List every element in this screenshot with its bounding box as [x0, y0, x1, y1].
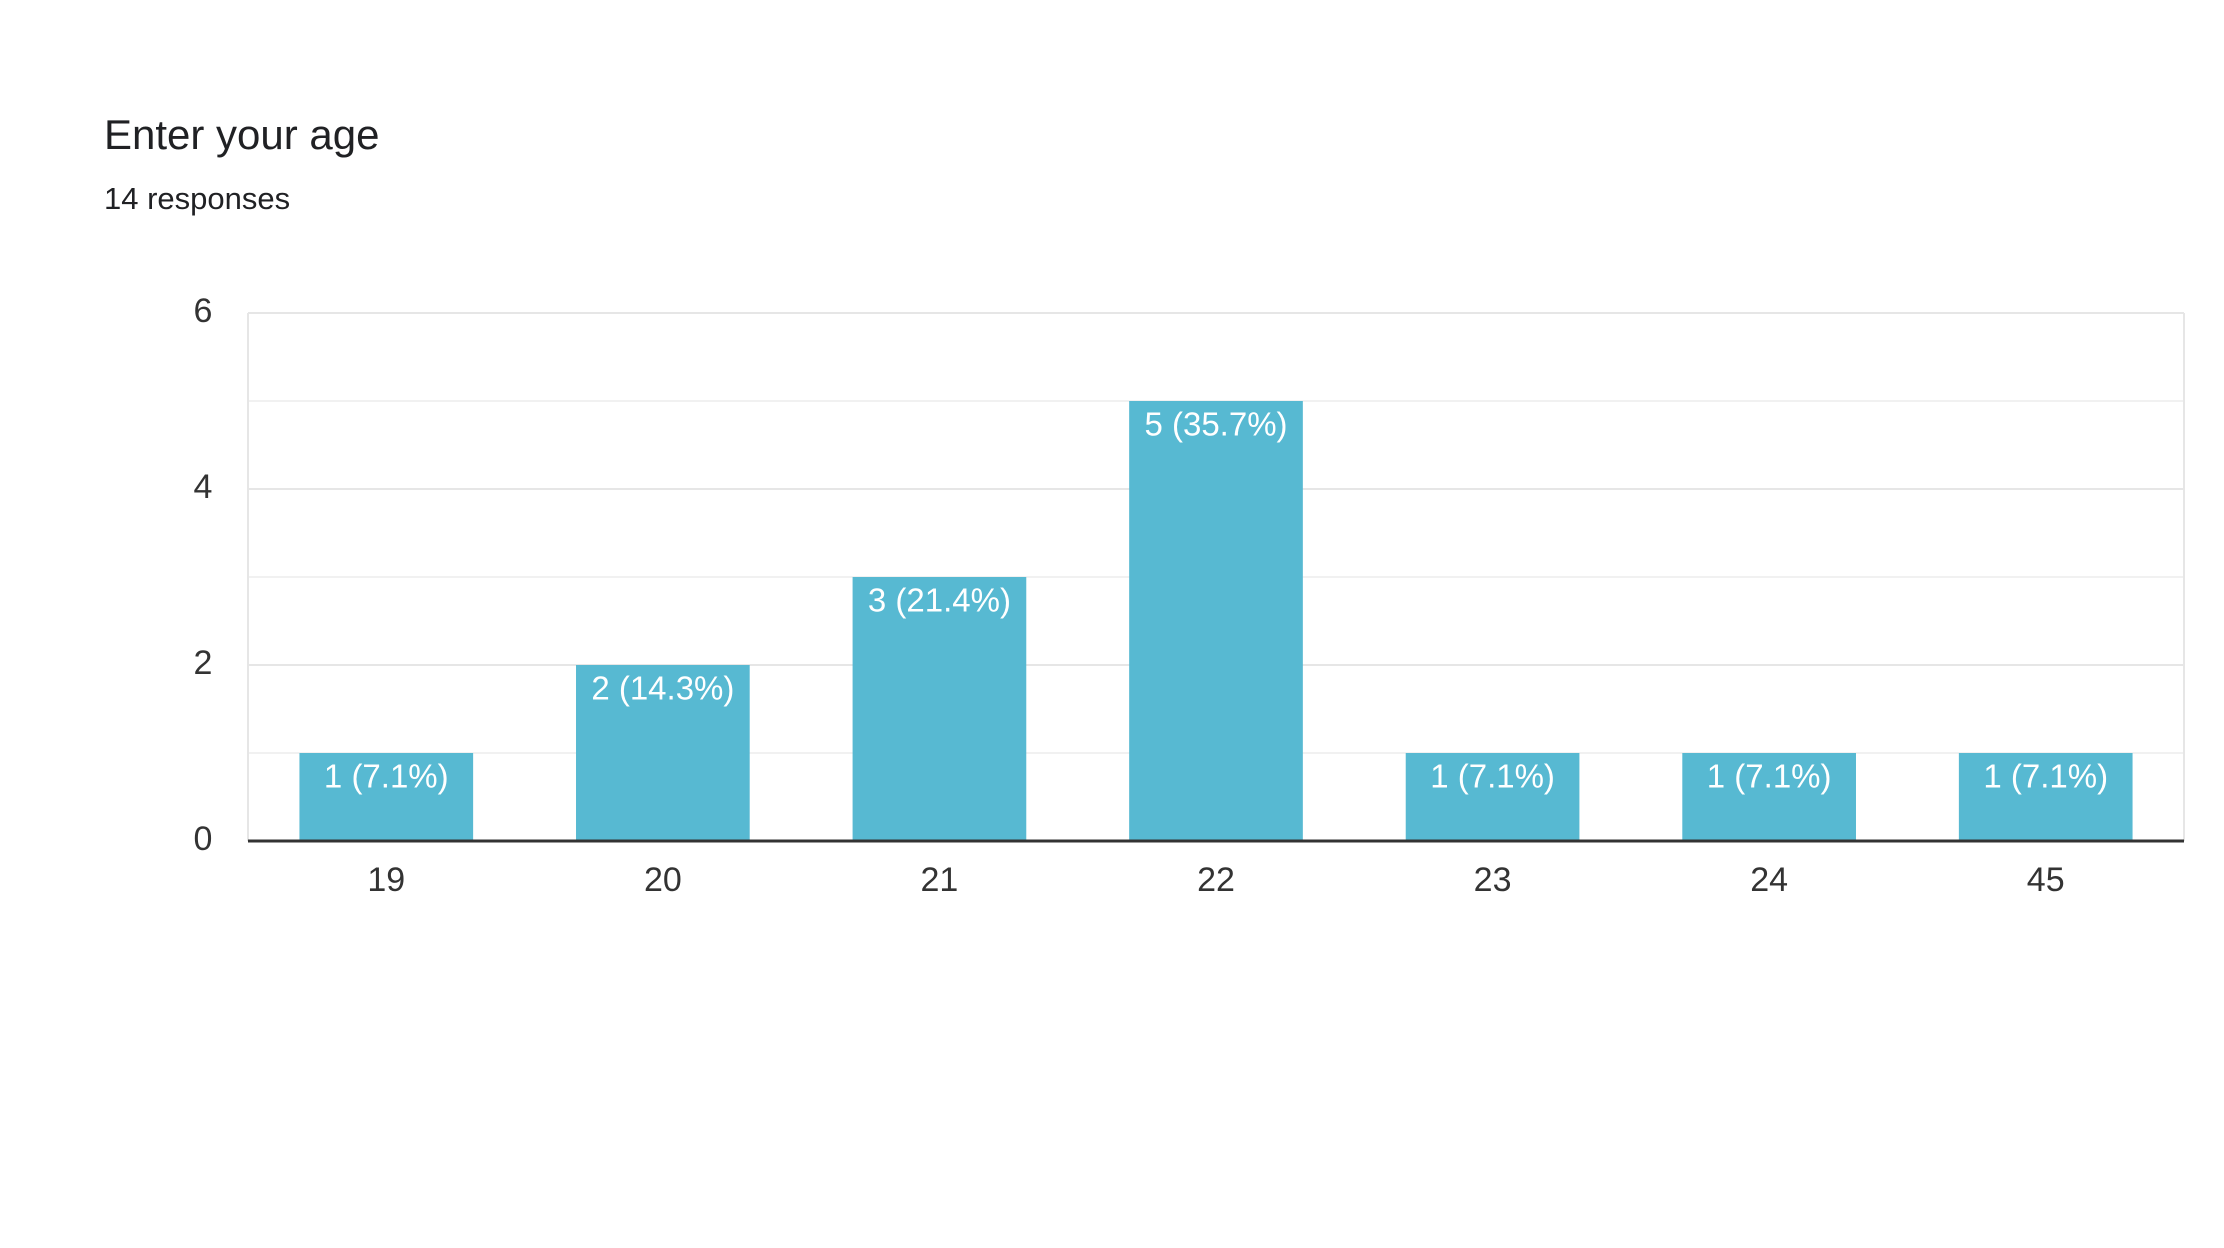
bar — [1129, 401, 1303, 841]
x-tick-label: 45 — [2027, 861, 2065, 899]
value-label: 5 (35.7%) — [1144, 406, 1287, 443]
chart-subtitle: 14 responses — [104, 181, 290, 216]
y-tick-label: 6 — [194, 292, 213, 330]
bar — [852, 577, 1027, 841]
bar — [1682, 753, 1856, 841]
y-tick-label: 4 — [194, 468, 213, 506]
y-tick-label: 2 — [194, 644, 213, 682]
value-label: 3 (21.4%) — [868, 582, 1011, 619]
value-label: 1 (7.1%) — [1430, 758, 1555, 795]
value-label: 1 (7.1%) — [1983, 758, 2108, 795]
bar — [1958, 753, 2133, 841]
x-tick-label: 22 — [1197, 861, 1235, 899]
x-tick-label: 23 — [1474, 861, 1512, 899]
bar — [576, 665, 750, 841]
bar — [299, 753, 474, 841]
bar — [1405, 753, 1580, 841]
x-tick-label: 24 — [1750, 861, 1788, 899]
x-tick-label: 20 — [644, 861, 682, 899]
value-label: 1 (7.1%) — [1707, 758, 1832, 795]
y-tick-label: 0 — [194, 820, 213, 858]
value-label: 1 (7.1%) — [324, 758, 449, 795]
chart-title: Enter your age — [104, 111, 380, 158]
value-label: 2 (14.3%) — [591, 670, 734, 707]
x-tick-label: 19 — [367, 861, 405, 899]
x-tick-label: 21 — [921, 861, 959, 899]
